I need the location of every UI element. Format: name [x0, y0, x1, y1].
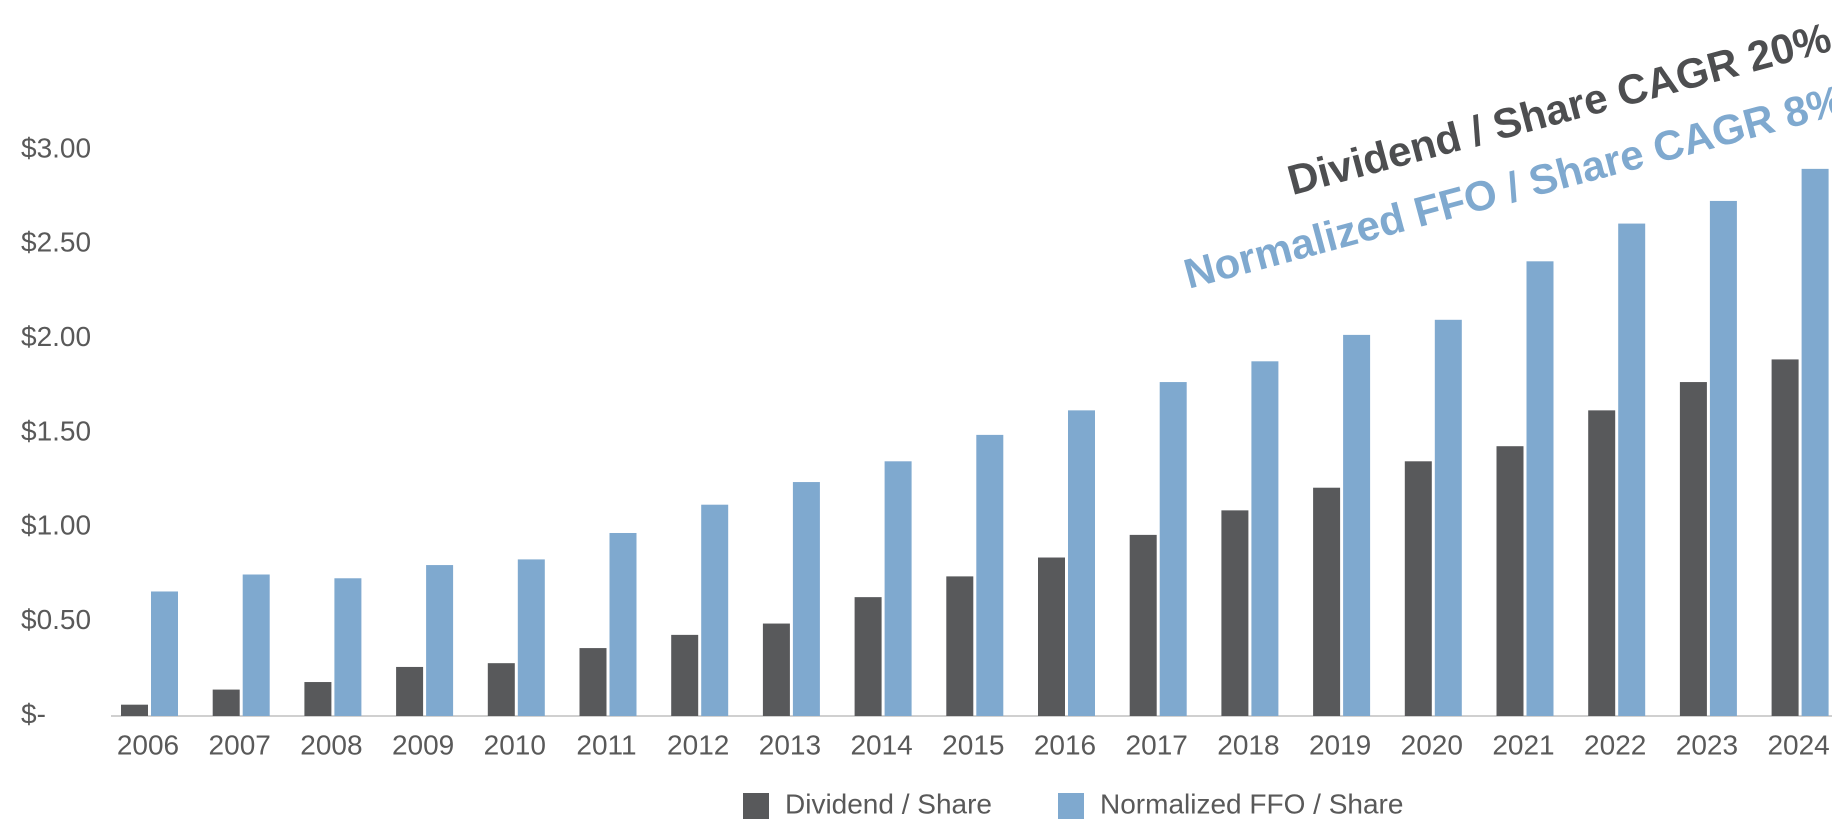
- bar: [762, 623, 790, 716]
- x-tick-label: 2020: [1401, 729, 1463, 760]
- bar: [517, 559, 545, 716]
- bar: [1618, 223, 1646, 716]
- x-tick-label: 2024: [1767, 729, 1829, 760]
- legend-swatch: [1058, 793, 1084, 819]
- bar: [1221, 510, 1249, 716]
- bar: [304, 682, 332, 716]
- legend-swatch: [743, 793, 769, 819]
- bar: [1313, 487, 1341, 716]
- bar: [792, 482, 820, 716]
- x-tick-label: 2008: [300, 729, 362, 760]
- bar: [212, 689, 240, 716]
- bar: [396, 666, 424, 716]
- y-tick-label: $1.00: [21, 510, 91, 541]
- bar: [1588, 410, 1616, 716]
- bar: [334, 578, 362, 716]
- bar: [884, 461, 912, 716]
- bar: [242, 574, 270, 716]
- bar: [1801, 168, 1829, 716]
- y-tick-label: $2.50: [21, 227, 91, 258]
- y-tick-label: $2.00: [21, 321, 91, 352]
- x-tick-label: 2006: [117, 729, 179, 760]
- x-tick-label: 2019: [1309, 729, 1371, 760]
- bar: [1709, 200, 1737, 716]
- x-tick-label: 2014: [850, 729, 912, 760]
- x-tick-label: 2021: [1492, 729, 1554, 760]
- legend-label: Normalized FFO / Share: [1100, 788, 1403, 819]
- bar: [701, 504, 729, 716]
- x-tick-label: 2011: [576, 729, 636, 760]
- x-tick-label: 2010: [484, 729, 546, 760]
- x-tick-label: 2018: [1217, 729, 1279, 760]
- x-tick-label: 2017: [1126, 729, 1188, 760]
- bar: [1068, 410, 1095, 716]
- bar: [1038, 557, 1065, 716]
- bar: [976, 434, 1004, 716]
- bar: [121, 704, 148, 716]
- y-tick-label: $0.50: [21, 604, 91, 635]
- bar: [1251, 361, 1279, 716]
- x-tick-label: 2015: [942, 729, 1004, 760]
- y-tick-label: $1.50: [21, 415, 91, 446]
- x-tick-label: 2016: [1034, 729, 1096, 760]
- bar: [151, 591, 178, 716]
- bar: [1434, 319, 1462, 716]
- bar: [1129, 534, 1157, 716]
- bar: [946, 576, 974, 716]
- bar: [1159, 382, 1187, 716]
- bar: [1404, 461, 1432, 716]
- bar: [1771, 359, 1799, 716]
- bar: [487, 663, 515, 716]
- legend-label: Dividend / Share: [785, 788, 992, 819]
- x-tick-label: 2007: [209, 729, 271, 760]
- y-tick-label: $-: [21, 698, 46, 729]
- bar: [1343, 334, 1371, 716]
- bar: [1526, 261, 1554, 716]
- x-tick-label: 2022: [1584, 729, 1646, 760]
- x-tick-label: 2013: [759, 729, 821, 760]
- bar: [579, 648, 607, 716]
- x-tick-label: 2009: [392, 729, 454, 760]
- x-tick-label: 2012: [667, 729, 729, 760]
- bar: [609, 532, 637, 716]
- bar: [1679, 382, 1707, 716]
- y-tick-label: $3.00: [21, 132, 91, 163]
- bar: [854, 597, 882, 716]
- bar: [426, 565, 454, 716]
- bar: [671, 634, 699, 716]
- bar: [1496, 446, 1524, 716]
- x-tick-label: 2023: [1676, 729, 1738, 760]
